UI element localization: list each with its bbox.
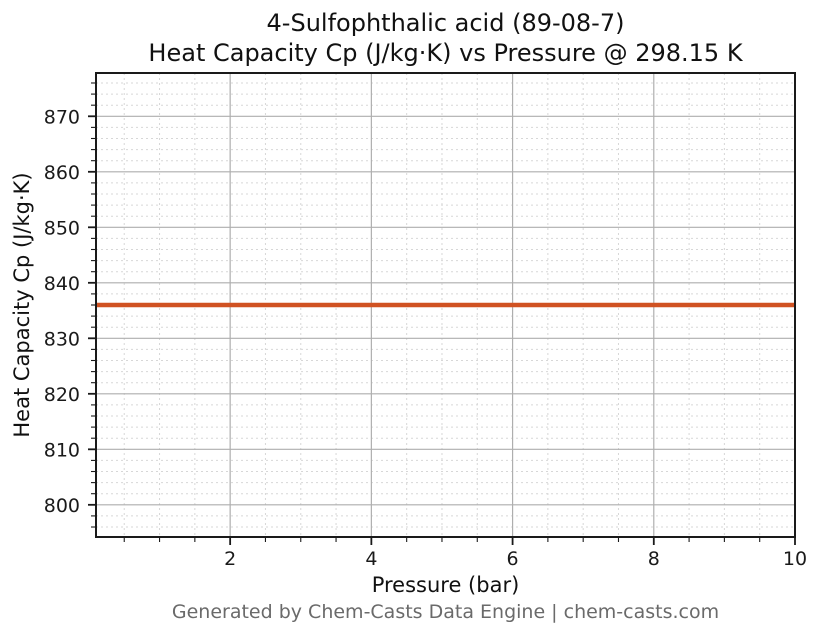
- x-tick-label: 2: [224, 548, 236, 570]
- x-tick-label: 10: [783, 548, 807, 570]
- y-tick-label: 830: [44, 328, 80, 350]
- chart-title-line2: Heat Capacity Cp (J/kg·K) vs Pressure @ …: [148, 39, 743, 67]
- y-tick-label: 800: [44, 495, 80, 517]
- y-tick-label: 810: [44, 439, 80, 461]
- y-tick-label: 820: [44, 384, 80, 406]
- y-tick-label: 850: [44, 217, 80, 239]
- x-axis-label: Pressure (bar): [371, 573, 520, 597]
- x-tick-label: 8: [648, 548, 660, 570]
- x-tick-label: 4: [365, 548, 377, 570]
- chart-title-line1: 4-Sulfophthalic acid (89-08-7): [266, 9, 625, 37]
- chart-title: 4-Sulfophthalic acid (89-08-7) Heat Capa…: [96, 8, 795, 68]
- y-axis-label: Heat Capacity Cp (J/kg·K): [10, 172, 34, 438]
- footer-credit: Generated by Chem-Casts Data Engine | ch…: [171, 601, 720, 623]
- axes-spines: [95, 72, 796, 538]
- x-tick-label: 6: [507, 548, 519, 570]
- y-tick-label: 840: [44, 273, 80, 295]
- y-tick-label: 870: [44, 106, 80, 128]
- y-tick-label: 860: [44, 162, 80, 184]
